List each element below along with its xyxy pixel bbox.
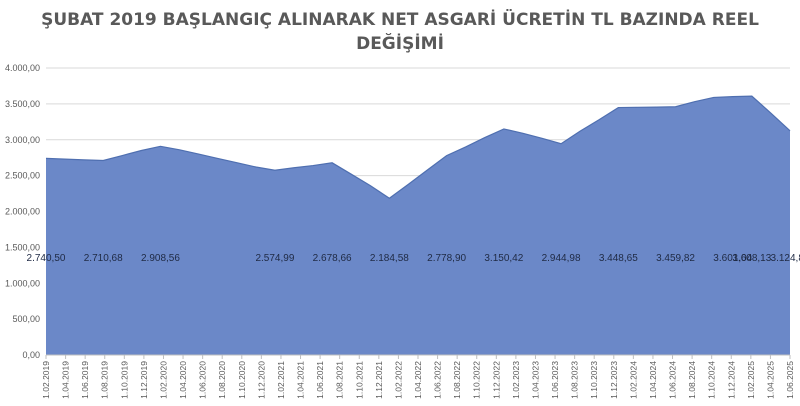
x-tick-label: 1.06.2025 <box>785 361 795 399</box>
y-tick-label: 1.000,00 <box>5 278 40 288</box>
data-label: 3.124,89 <box>771 253 800 264</box>
x-tick-label: 1.06.2019 <box>80 361 90 399</box>
y-tick-label: 2.000,00 <box>5 207 40 217</box>
data-label: 2.740,50 <box>27 253 66 264</box>
x-tick-label: 1.08.2019 <box>100 361 110 399</box>
x-tick-label: 1.08.2022 <box>452 361 462 399</box>
data-label: 3.448,65 <box>599 253 638 264</box>
x-tick-label: 1.06.2022 <box>433 361 443 399</box>
x-tick-label: 1.08.2020 <box>217 361 227 399</box>
y-tick-label: 3.000,00 <box>5 135 40 145</box>
x-tick-label: 1.12.2024 <box>726 361 736 399</box>
y-tick-label: 2.500,00 <box>5 171 40 181</box>
x-tick-label: 1.04.2020 <box>178 361 188 399</box>
y-tick-label: 1.500,00 <box>5 242 40 252</box>
x-tick-label: 1.02.2019 <box>41 361 51 399</box>
data-label: 2.184,58 <box>370 253 409 264</box>
x-tick-label: 1.02.2023 <box>511 361 521 399</box>
x-tick-label: 1.04.2021 <box>296 361 306 399</box>
data-label: 2.944,98 <box>542 253 581 264</box>
x-tick-label: 1.10.2021 <box>354 361 364 399</box>
y-tick-label: 0,00 <box>22 350 40 360</box>
data-label: 2.574,99 <box>255 253 294 264</box>
x-tick-label: 1.04.2025 <box>765 361 775 399</box>
area-series <box>46 96 790 355</box>
x-tick-label: 1.10.2022 <box>472 361 482 399</box>
data-label: 3.608,13 <box>732 253 771 264</box>
x-tick-label: 1.12.2023 <box>609 361 619 399</box>
x-tick-label: 1.08.2024 <box>687 361 697 399</box>
data-label: 2.778,90 <box>427 253 466 264</box>
x-tick-label: 1.10.2023 <box>589 361 599 399</box>
x-tick-label: 1.06.2024 <box>668 361 678 399</box>
x-tick-label: 1.04.2023 <box>530 361 540 399</box>
x-tick-label: 1.04.2024 <box>648 361 658 399</box>
y-tick-label: 500,00 <box>12 314 40 324</box>
x-tick-label: 1.06.2020 <box>198 361 208 399</box>
data-label: 2.710,68 <box>84 253 123 264</box>
x-tick-label: 1.04.2022 <box>413 361 423 399</box>
data-label: 3.459,82 <box>656 253 695 264</box>
x-tick-label: 1.12.2021 <box>374 361 384 399</box>
x-tick-label: 1.02.2024 <box>628 361 638 399</box>
x-tick-label: 1.10.2024 <box>707 361 717 399</box>
data-label: 3.150,42 <box>484 253 523 264</box>
x-tick-label: 1.06.2021 <box>315 361 325 399</box>
y-tick-label: 3.500,00 <box>5 99 40 109</box>
x-tick-label: 1.06.2023 <box>550 361 560 399</box>
x-tick-label: 1.08.2021 <box>335 361 345 399</box>
x-tick-label: 1.02.2025 <box>746 361 756 399</box>
x-tick-label: 1.08.2023 <box>570 361 580 399</box>
x-tick-label: 1.04.2019 <box>61 361 71 399</box>
y-tick-label: 4.000,00 <box>5 63 40 73</box>
x-tick-label: 1.02.2022 <box>393 361 403 399</box>
x-tick-label: 1.12.2020 <box>256 361 266 399</box>
x-tick-label: 1.10.2020 <box>237 361 247 399</box>
x-tick-label: 1.10.2019 <box>119 361 129 399</box>
data-label: 2.908,56 <box>141 253 180 264</box>
x-tick-label: 1.12.2019 <box>139 361 149 399</box>
x-tick-label: 1.02.2020 <box>158 361 168 399</box>
x-tick-label: 1.02.2021 <box>276 361 286 399</box>
x-tick-label: 1.12.2022 <box>491 361 501 399</box>
data-label: 2.678,66 <box>313 253 352 264</box>
